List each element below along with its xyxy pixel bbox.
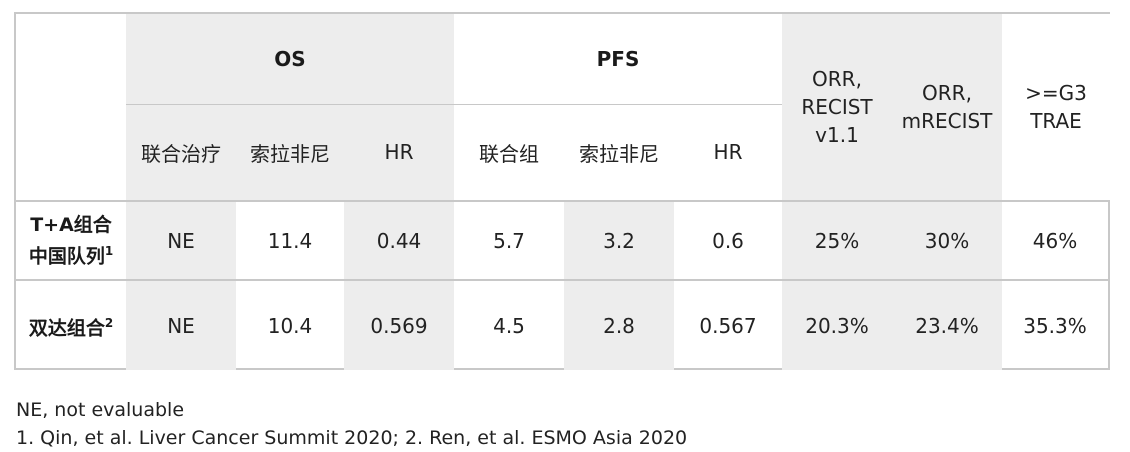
cell-r1-orr-mrecist: 30% <box>924 228 970 253</box>
subheader-pfs-hr: HR <box>713 140 743 164</box>
os-combo-col-bg <box>126 200 236 370</box>
cell-r2-orr-mrecist: 23.4% <box>915 313 979 338</box>
orr-mrecist-line2: mRECIST <box>901 109 993 133</box>
subheader-os-combo: 联合治疗 <box>141 141 221 166</box>
group-header-divider <box>126 104 782 105</box>
trae-line2: TRAE <box>1030 109 1082 133</box>
row-label-shuangda-ref: 2 <box>104 315 114 330</box>
cell-r2-os-combo: NE <box>167 313 195 338</box>
trae-line1: >=G3 <box>1025 81 1087 105</box>
row-label-shuangda-text: 双达组合 <box>28 317 105 340</box>
cell-r2-pfs-hr: 0.567 <box>699 313 757 338</box>
os-group-header: OS <box>274 47 306 71</box>
trae-header: >=G3 TRAE <box>1002 14 1110 200</box>
os-hr-col-bg <box>344 200 454 370</box>
orr-mrecist-col-bg <box>892 200 1002 370</box>
trae-header-bg <box>1002 14 1110 200</box>
orr-mrecist-line1: ORR, <box>922 81 972 105</box>
row-divider <box>16 279 1108 281</box>
subheader-os-hr: HR <box>384 140 414 164</box>
row-label-ta: T+A组合 中国队列1 <box>16 202 126 279</box>
cell-r2-pfs-sora: 2.8 <box>603 313 635 338</box>
pfs-sora-col-bg <box>564 200 674 370</box>
orr-recist-header: ORR, RECIST v1.1 <box>782 14 892 200</box>
cell-r2-os-sora: 10.4 <box>267 313 313 338</box>
cell-r1-pfs-hr: 0.6 <box>712 228 744 253</box>
row-label-ta-ref: 1 <box>104 243 114 258</box>
row-label-shuangda-line1: 双达组合2 <box>29 310 113 341</box>
cell-r2-trae: 35.3% <box>1023 313 1087 338</box>
cell-r2-os-hr: 0.569 <box>370 313 428 338</box>
cell-r1-os-hr: 0.44 <box>376 228 422 253</box>
os-header-bg <box>126 14 454 200</box>
row-label-ta-line2-text: 中国队列 <box>28 245 105 268</box>
row-label-ta-line1: T+A组合 <box>30 213 112 236</box>
row-label-ta-line2: 中国队列1 <box>29 238 113 269</box>
orr-recist-line2: RECIST <box>801 95 873 119</box>
cell-r2-orr-recist: 20.3% <box>805 313 869 338</box>
orr-recist-line3: v1.1 <box>815 123 859 147</box>
footnote-abbrev: NE, not evaluable <box>16 399 185 421</box>
row-label-shuangda: 双达组合2 <box>16 281 126 370</box>
footnotes: NE, not evaluable 1. Qin, et al. Liver C… <box>16 396 687 452</box>
orr-mrecist-header: ORR, mRECIST <box>892 14 1002 200</box>
orr-recist-line1: ORR, <box>812 67 862 91</box>
subheader-pfs-combo: 联合组 <box>479 141 539 166</box>
header-row-divider <box>16 200 1108 202</box>
pfs-group-header: PFS <box>596 47 640 71</box>
results-table: OS PFS ORR, RECIST v1.1 ORR, mRECIST >=G… <box>14 12 1110 370</box>
mrecist-header-bg <box>892 14 1002 200</box>
orr-recist-header-bg <box>782 14 892 200</box>
cell-r2-pfs-combo: 4.5 <box>493 313 525 338</box>
subheader-pfs-sora: 索拉非尼 <box>579 141 659 166</box>
subheader-os-sora: 索拉非尼 <box>250 141 330 166</box>
cell-r1-trae: 46% <box>1032 228 1078 253</box>
cell-r1-pfs-combo: 5.7 <box>493 228 525 253</box>
cell-r1-os-combo: NE <box>167 228 195 253</box>
footnote-references: 1. Qin, et al. Liver Cancer Summit 2020;… <box>16 427 688 449</box>
cell-r1-os-sora: 11.4 <box>267 228 313 253</box>
cell-r1-pfs-sora: 3.2 <box>603 228 635 253</box>
orr-recist-col-bg <box>782 200 892 370</box>
cell-r1-orr-recist: 25% <box>814 228 860 253</box>
